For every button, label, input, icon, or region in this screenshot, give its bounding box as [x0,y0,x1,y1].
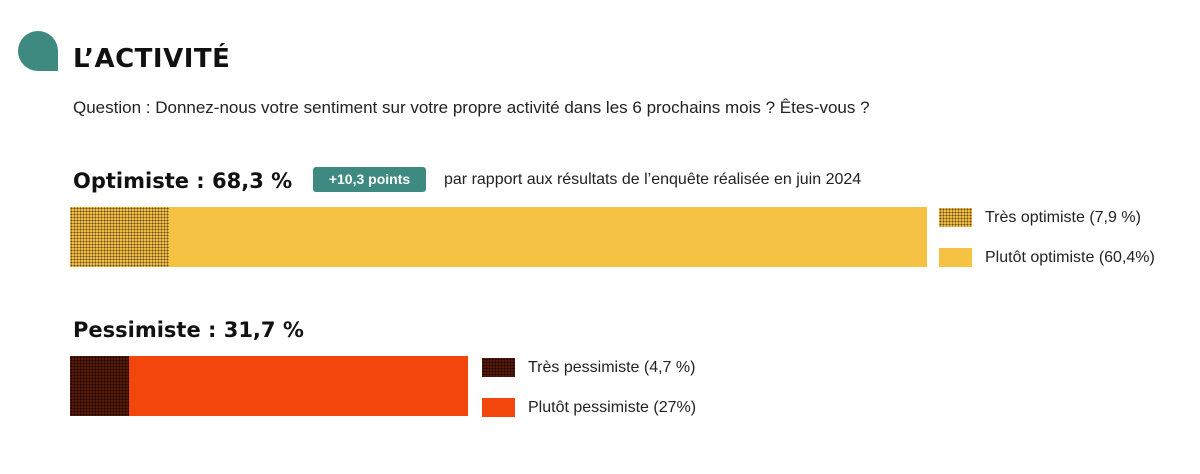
legend-swatch [482,398,515,417]
bar-segment-plutot-pessimiste [129,356,468,416]
survey-question: Question : Donnez-nous votre sentiment s… [73,98,870,117]
speech-bubble-icon [18,31,58,71]
legend-label: Très pessimiste (4,7 %) [528,359,696,376]
legend-label: Très optimiste (7,9 %) [985,209,1141,226]
legend-swatch [482,358,515,377]
optimiste-label: Optimiste : 68,3 % [73,169,293,193]
legend-swatch [939,208,972,227]
legend-label: Plutôt optimiste (60,4%) [985,249,1155,266]
page-title: L’ACTIVITÉ [73,44,231,74]
pessimiste-label: Pessimiste : 31,7 % [73,318,304,342]
pessimiste-bar [70,356,468,416]
bar-segment-plutot-optimiste [169,207,927,267]
legend-label: Plutôt pessimiste (27%) [528,399,697,416]
bar-segment-tres-pessimiste [70,356,129,416]
comparison-note: par rapport aux résultats de l’enquête r… [444,171,862,188]
optimiste-bar [70,207,927,267]
legend-swatch [939,248,972,267]
bar-segment-tres-optimiste [70,207,169,267]
change-badge: +10,3 points [313,167,426,192]
